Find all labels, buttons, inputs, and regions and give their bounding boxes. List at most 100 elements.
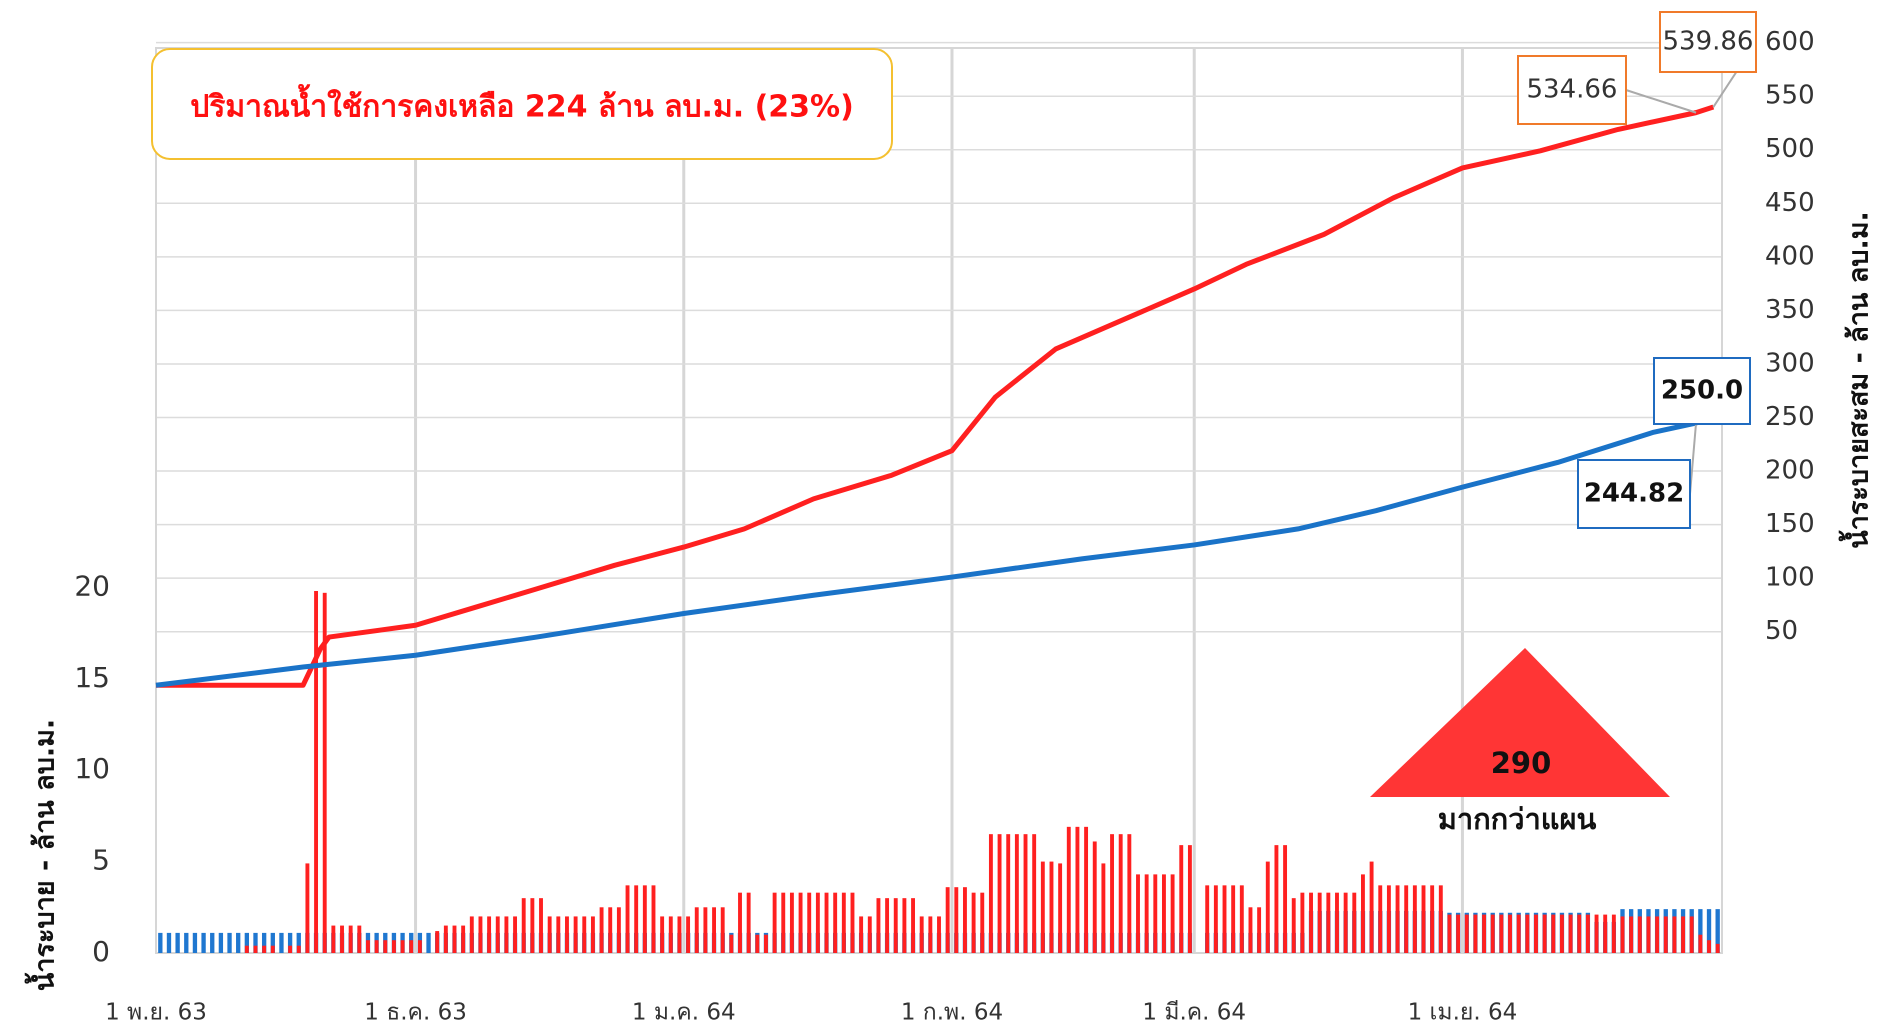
bar <box>253 945 258 953</box>
bar <box>1482 914 1487 953</box>
bar <box>608 907 613 953</box>
bar <box>755 934 760 953</box>
bar <box>158 932 163 953</box>
y2-tick-label: 300 <box>1765 348 1815 378</box>
bar <box>244 932 250 953</box>
bar <box>1066 826 1071 953</box>
bar <box>443 925 448 953</box>
callout-leader <box>1689 422 1698 495</box>
y2-tick-label: 50 <box>1765 616 1798 646</box>
bar <box>789 892 794 953</box>
bar <box>1092 841 1097 953</box>
bar <box>1343 892 1348 953</box>
bar <box>1508 914 1512 953</box>
y2-tick-label: 350 <box>1765 295 1815 325</box>
bar <box>1611 914 1616 953</box>
bar <box>937 916 941 953</box>
bar <box>876 898 881 953</box>
x-tick-label: 1 ธ.ค. 63 <box>364 1000 467 1026</box>
bar <box>521 898 526 953</box>
bar <box>1412 885 1417 953</box>
bar <box>988 834 993 953</box>
bar <box>1603 914 1608 953</box>
bar <box>426 932 431 953</box>
y2-tick-label: 100 <box>1765 563 1815 593</box>
bar <box>366 940 370 953</box>
bar <box>677 916 682 953</box>
bar <box>963 887 967 953</box>
bar <box>616 907 621 953</box>
bar <box>885 898 890 953</box>
bar <box>1568 914 1573 953</box>
bar <box>244 945 249 953</box>
bar <box>1179 845 1184 953</box>
bar <box>1040 861 1045 953</box>
bar <box>1300 892 1305 953</box>
bar <box>954 887 959 953</box>
bar <box>261 932 267 953</box>
bar <box>417 940 422 953</box>
y2-tick-label: 600 <box>1765 27 1815 57</box>
bar <box>452 925 457 953</box>
bar <box>1447 914 1452 953</box>
line <box>155 415 1715 688</box>
bar <box>218 932 224 953</box>
marker-text: มากกว่าแผน <box>1438 802 1597 836</box>
bar <box>1239 885 1244 953</box>
bar <box>1707 940 1711 953</box>
bar <box>288 945 293 953</box>
bar <box>729 934 734 953</box>
bar <box>1516 914 1521 953</box>
y-tick-label: 5 <box>92 844 110 877</box>
bar <box>305 863 310 953</box>
bar <box>1014 834 1019 953</box>
bar <box>1222 885 1227 953</box>
y2-tick-label: 400 <box>1765 241 1815 271</box>
bar <box>1689 916 1694 953</box>
y2-tick-label: 250 <box>1765 402 1815 432</box>
bar <box>1456 914 1461 953</box>
bar <box>556 916 561 953</box>
bar <box>1629 916 1634 953</box>
bar <box>166 932 172 953</box>
bar <box>1559 914 1564 953</box>
bar <box>772 892 777 953</box>
bar <box>1715 909 1720 953</box>
bar <box>1542 914 1547 953</box>
x-tick-label: 1 ม.ค. 64 <box>632 1000 736 1026</box>
bar <box>495 916 500 953</box>
bar <box>1006 834 1011 953</box>
bar <box>1187 845 1192 953</box>
bar <box>781 892 786 953</box>
annotation: ปริมาณน้ำใช้การคงเหลือ 224 ล้าน ลบ.ม. (2… <box>190 84 854 125</box>
bar <box>1490 914 1495 953</box>
bar <box>270 932 275 953</box>
bar <box>348 925 353 953</box>
bar <box>1317 892 1322 953</box>
x-tick-label: 1 พ.ย. 63 <box>105 1000 207 1026</box>
bar <box>1585 914 1590 953</box>
y2-tick-label: 550 <box>1765 81 1815 111</box>
bar <box>296 932 301 953</box>
bar <box>911 898 915 953</box>
bar <box>478 916 483 953</box>
bar <box>210 932 215 953</box>
bar <box>1127 834 1132 953</box>
y2-axis-title: น้ำระบายสะสม - ล้าน ลบ.ม. <box>1838 211 1875 549</box>
bar <box>539 898 543 953</box>
bar <box>1663 916 1668 953</box>
bar <box>1499 914 1504 953</box>
bar <box>1118 834 1123 953</box>
bar <box>192 932 198 953</box>
bar <box>547 916 552 953</box>
y2-tick-label: 200 <box>1765 456 1815 486</box>
bar <box>928 916 933 953</box>
bar <box>504 916 509 953</box>
bar <box>746 892 751 953</box>
x-tick-label: 1 ก.พ. 64 <box>901 1000 1003 1026</box>
bar <box>1360 874 1365 953</box>
bar <box>712 907 716 953</box>
bar <box>764 934 768 953</box>
bar <box>642 885 647 953</box>
bar <box>1551 914 1556 953</box>
